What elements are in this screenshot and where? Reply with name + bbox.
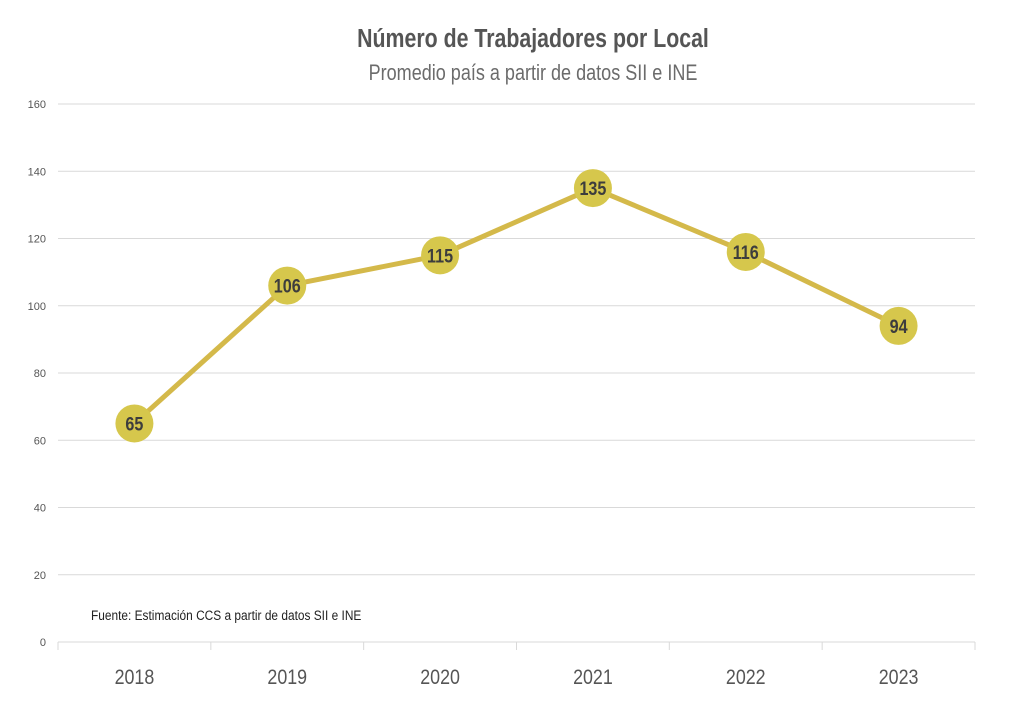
x-tick-label: 2019 [267, 666, 307, 690]
data-point [115, 404, 154, 443]
series-line [132, 185, 900, 426]
x-tick-label: 2020 [420, 666, 460, 690]
y-tick-label: 80 [34, 368, 46, 380]
data-label: 94 [890, 316, 908, 338]
data-point [573, 169, 612, 208]
y-tick-label: 0 [40, 637, 46, 649]
chart-title: Número de Trabajadores por Local [357, 24, 709, 54]
y-tick-label: 40 [34, 503, 46, 515]
x-tick-label: 2022 [726, 666, 766, 690]
data-label: 115 [427, 245, 453, 267]
data-point [421, 236, 460, 275]
data-label: 106 [274, 275, 301, 297]
y-tick-label: 140 [28, 166, 46, 178]
data-point [879, 306, 918, 345]
data-label: 116 [733, 242, 759, 264]
y-tick-label: 100 [28, 301, 46, 313]
x-tick-label: 2021 [573, 666, 613, 690]
x-tick-label: 2023 [879, 666, 919, 690]
y-tick-label: 160 [28, 99, 46, 111]
y-tick-label: 120 [28, 234, 46, 246]
chart-subtitle: Promedio país a partir de datos SII e IN… [369, 61, 698, 85]
y-tick-label: 20 [34, 570, 46, 582]
y-tick-label: 60 [34, 435, 46, 447]
x-tick-label: 2018 [115, 666, 155, 690]
source-note: Fuente: Estimación CCS a partir de datos… [91, 607, 362, 623]
data-point [268, 266, 307, 305]
data-label: 65 [125, 413, 143, 435]
data-label: 135 [579, 178, 606, 200]
data-point [726, 232, 765, 271]
